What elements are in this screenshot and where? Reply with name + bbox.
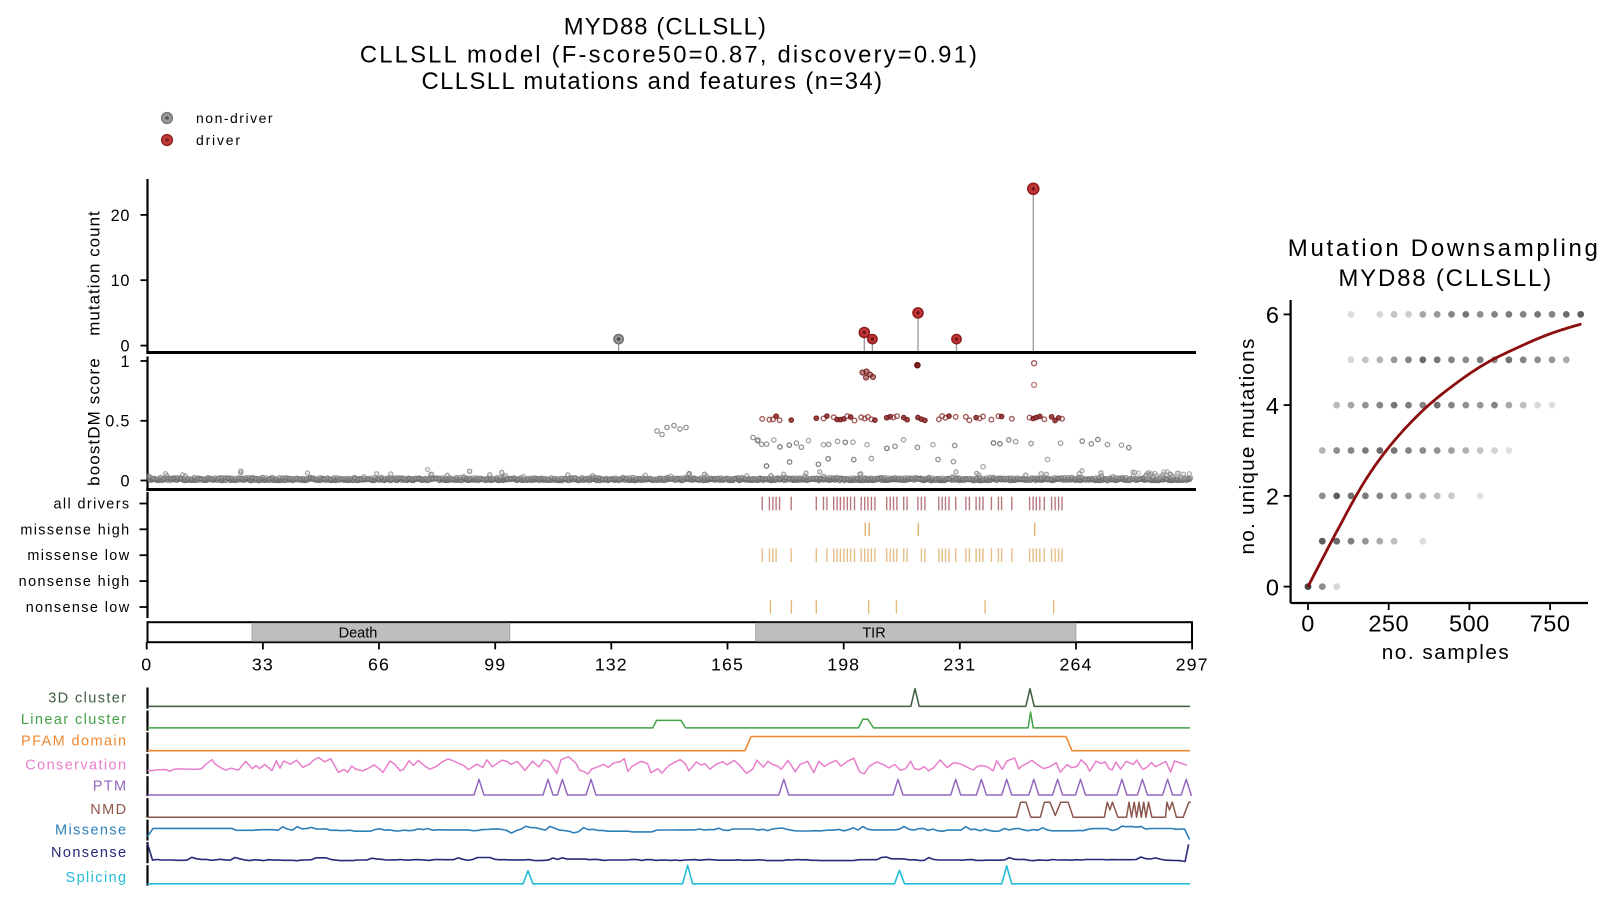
svg-text:Death: Death [339,625,378,641]
svg-text:10: 10 [111,272,131,290]
svg-text:Mutation Downsampling: Mutation Downsampling [1288,235,1601,262]
svg-text:297: 297 [1176,654,1209,674]
svg-text:4: 4 [1266,393,1279,419]
svg-text:264: 264 [1060,654,1093,674]
svg-text:231: 231 [943,654,976,674]
svg-text:3D cluster: 3D cluster [48,691,127,707]
svg-text:750: 750 [1530,611,1571,637]
svg-text:no. unique mutations: no. unique mutations [1236,337,1259,554]
svg-text:198: 198 [827,654,860,674]
svg-text:2: 2 [1266,484,1279,510]
svg-text:non-driver: non-driver [196,110,274,126]
svg-text:MYD88 (CLLSLL): MYD88 (CLLSLL) [564,14,767,41]
svg-text:missense low: missense low [27,548,130,564]
svg-text:nonsense high: nonsense high [19,574,131,590]
svg-text:33: 33 [252,654,274,674]
svg-text:99: 99 [484,654,506,674]
svg-text:all drivers: all drivers [54,497,131,513]
svg-text:boostDM score: boostDM score [85,357,104,486]
svg-text:20: 20 [111,207,131,225]
svg-text:6: 6 [1266,302,1279,328]
svg-text:165: 165 [711,654,744,674]
svg-text:250: 250 [1368,611,1409,637]
svg-text:nonsense low: nonsense low [26,600,131,616]
svg-text:CLLSLL model (F-score50=0.87,: CLLSLL model (F-score50=0.87, discovery=… [360,41,979,68]
svg-text:132: 132 [595,654,628,674]
svg-text:Missense: Missense [55,823,127,839]
svg-text:mutation count: mutation count [85,210,104,336]
svg-text:Splicing: Splicing [66,870,128,886]
svg-text:missense high: missense high [20,522,130,538]
svg-text:MYD88 (CLLSLL): MYD88 (CLLSLL) [1338,265,1553,292]
svg-text:Conservation: Conservation [25,757,127,773]
svg-text:PFAM domain: PFAM domain [21,734,127,750]
svg-text:Nonsense: Nonsense [51,845,128,861]
svg-text:0: 0 [1266,574,1279,600]
svg-text:0: 0 [120,338,130,356]
svg-text:Linear cluster: Linear cluster [21,712,128,728]
svg-text:66: 66 [368,654,390,674]
svg-text:PTM: PTM [93,779,128,795]
svg-text:500: 500 [1449,611,1490,637]
svg-text:0: 0 [141,654,152,674]
svg-text:1: 1 [120,353,130,371]
svg-text:0: 0 [120,472,130,490]
svg-text:0.5: 0.5 [105,413,130,431]
svg-text:0: 0 [1301,611,1315,637]
svg-text:TIR: TIR [862,625,885,641]
svg-text:no. samples: no. samples [1382,641,1511,664]
svg-text:NMD: NMD [90,802,127,818]
svg-text:driver: driver [196,132,242,148]
svg-text:CLLSLL mutations and features: CLLSLL mutations and features (n=34) [421,68,883,95]
